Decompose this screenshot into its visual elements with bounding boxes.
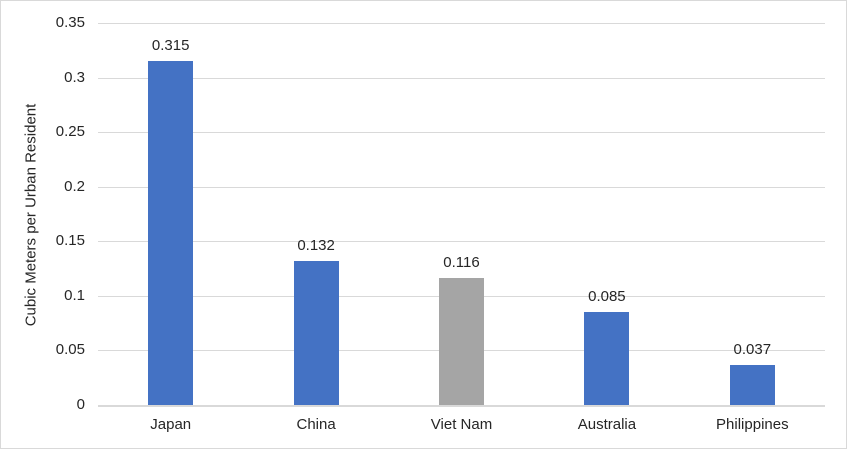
bar-australia [584,312,630,405]
gridline [98,77,825,79]
bar-philippines [729,364,775,405]
gridline [98,23,825,24]
bar-japan [148,61,194,405]
bar-china [293,260,339,405]
y-tick-label: 0.25 [55,123,85,141]
x-category-label: Viet Nam [430,416,493,433]
y-tick-label: 0.2 [64,177,85,195]
x-category-label: Australia [577,416,637,433]
y-tick-label: 0.1 [64,286,85,304]
bar-value-label: 0.116 [443,254,480,272]
y-tick-label: 0.35 [55,14,85,31]
gridline [98,132,825,134]
bar-value-label: 0.037 [733,340,772,358]
x-category-label: Philippines [716,416,789,433]
y-tick-label: 0.15 [55,232,85,250]
bar-viet-nam [439,278,484,405]
y-tick-label: 0.3 [64,68,85,86]
y-tick-label: 0 [76,396,85,413]
x-axis-labels: Japan China Viet Nam Australia Philippines [98,407,825,433]
gridline [98,186,825,188]
bar-value-label: 0.315 [151,37,190,55]
bar-value-label: 0.085 [588,288,626,306]
x-category-label: Japan [150,416,192,433]
gridline [98,241,825,243]
y-tick-label: 0.05 [55,341,85,359]
plot-area: 0.315 0.132 0.116 0.085 0.037 [98,23,825,407]
bar-value-label: 0.132 [297,236,335,254]
x-category-label: China [296,416,336,433]
